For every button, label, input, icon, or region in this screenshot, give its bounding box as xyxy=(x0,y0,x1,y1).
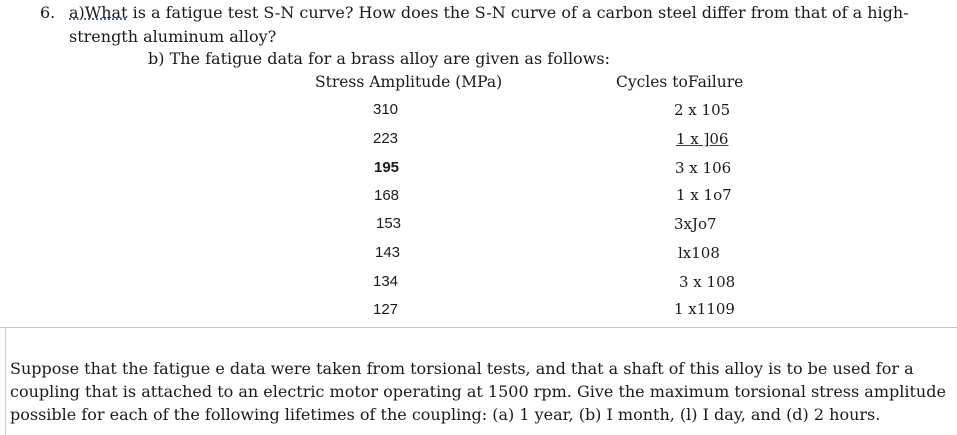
table-cell-cycles: 1 x 1o7 xyxy=(676,186,732,204)
table-cell-stress: 223 xyxy=(373,130,399,147)
table-cell-stress: 195 xyxy=(374,159,400,176)
table-header-cycles: Cycles toFailure xyxy=(616,73,744,91)
paragraph-line-1: Suppose that the fatigue e data were tak… xyxy=(10,359,914,378)
paragraph-line-3: possible for each of the following lifet… xyxy=(10,405,881,424)
question-part-b: b) The fatigue data for a brass alloy ar… xyxy=(148,49,610,68)
section-left-rule xyxy=(5,327,6,435)
paragraph-line-2: coupling that is attached to an electric… xyxy=(10,382,946,401)
table-cell-stress: 153 xyxy=(376,215,402,232)
table-cell-cycles: 3 x 108 xyxy=(679,273,736,291)
table-cell-cycles: 3 x 106 xyxy=(675,159,732,177)
problem-paragraph: Suppose that the fatigue e data were tak… xyxy=(10,357,950,426)
table-cell-stress: 310 xyxy=(373,101,399,118)
table-cell-stress: 134 xyxy=(373,273,399,290)
table-cell-stress: 143 xyxy=(375,244,401,261)
part-a-line-1-text: is a fatigue test S-N curve? How does th… xyxy=(127,3,909,22)
table-header-stress: Stress Amplitude (MPa) xyxy=(315,73,503,91)
part-a-first-word: What xyxy=(84,3,128,22)
part-a-marker: a) xyxy=(69,3,85,22)
table-cell-cycles: 1 x ]06 xyxy=(676,130,729,148)
table-cell-cycles: 3xJo7 xyxy=(674,215,717,233)
question-part-a-line-1: a)What is a fatigue test S-N curve? How … xyxy=(69,3,909,22)
table-cell-stress: 168 xyxy=(374,187,400,204)
table-cell-cycles: 1 x1109 xyxy=(674,300,735,318)
section-divider xyxy=(0,327,957,328)
table-cell-cycles: 2 x 105 xyxy=(674,101,731,119)
question-number: 6. xyxy=(40,3,56,22)
table-cell-stress: 127 xyxy=(373,301,399,318)
table-cell-cycles: lx108 xyxy=(678,244,720,262)
question-part-a-line-2: strength aluminum alloy? xyxy=(69,27,277,46)
